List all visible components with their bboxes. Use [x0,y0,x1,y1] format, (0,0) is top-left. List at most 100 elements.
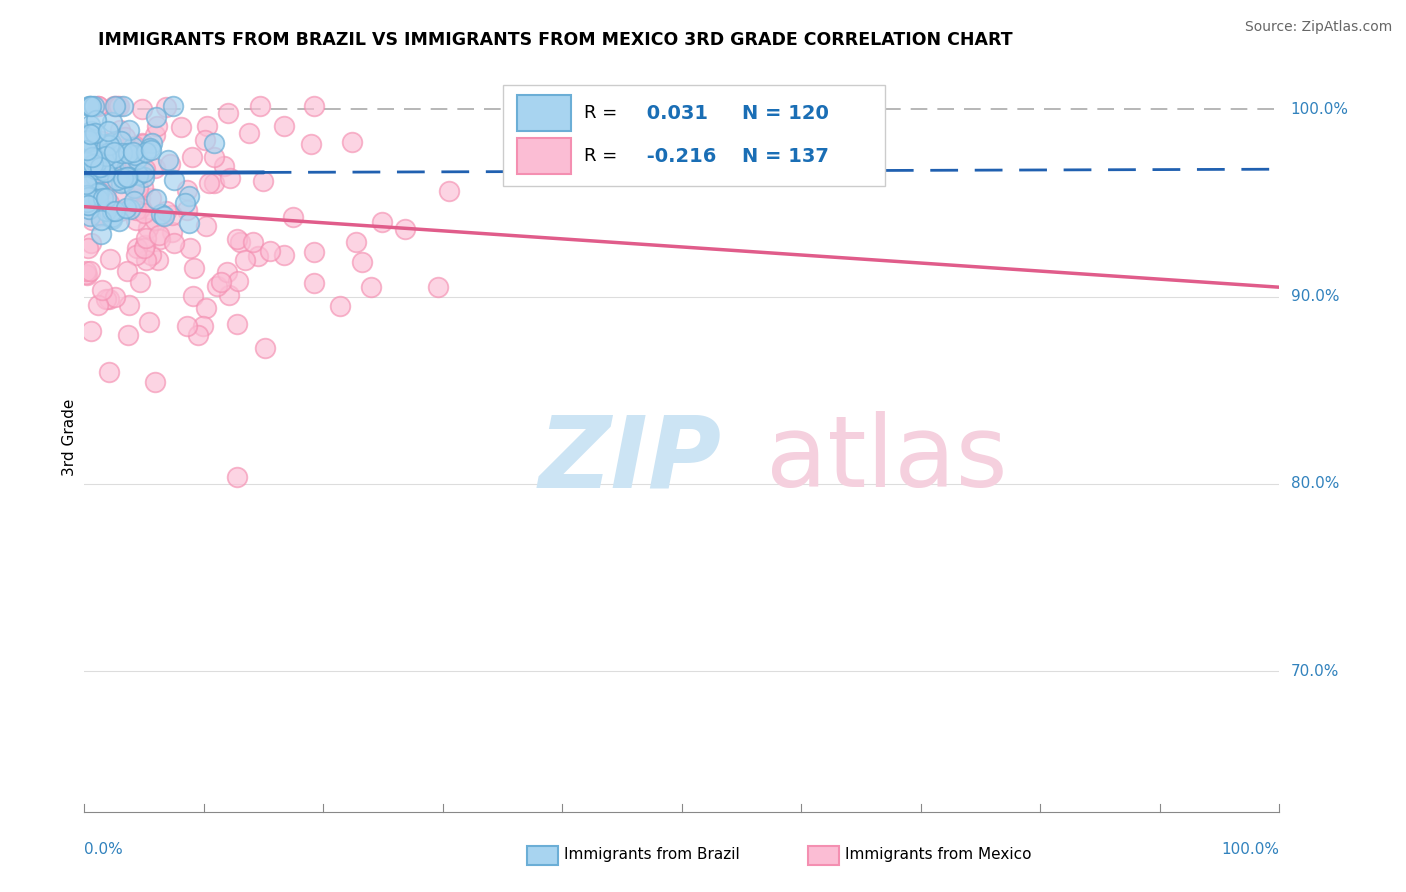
Point [86,192,108,206]
Point [302,98,325,112]
Point [103,98,125,112]
Point [127,181,149,195]
Point [439,185,461,199]
Point [139,248,162,262]
Point [215,265,238,279]
Point [148,252,170,267]
Point [118,297,141,311]
Point [104,98,127,112]
Point [136,221,159,235]
Text: Immigrants from Mexico: Immigrants from Mexico [845,847,1032,862]
Point [183,261,205,276]
Point [76,242,98,256]
Point [75,178,97,192]
Point [115,169,138,184]
Text: N = 120: N = 120 [742,103,828,123]
Point [94,146,117,161]
Point [83,99,105,113]
Point [84,161,107,176]
Point [145,376,167,390]
Point [100,203,122,218]
Point [122,145,145,159]
Point [75,143,97,157]
Point [371,215,394,229]
Text: N = 137: N = 137 [742,146,828,166]
Point [77,198,100,212]
Point [138,315,160,329]
Point [218,288,240,302]
Point [90,160,112,174]
Point [101,115,124,129]
Point [238,126,260,140]
Point [79,156,101,170]
Point [89,160,111,174]
Point [124,248,146,262]
Point [103,151,125,165]
Point [273,248,295,262]
Point [93,209,115,223]
FancyBboxPatch shape [503,85,886,186]
Point [84,151,107,165]
Point [94,136,117,151]
Point [202,150,225,164]
Point [155,100,177,114]
Point [98,252,121,266]
Text: 0.031: 0.031 [640,103,709,123]
Point [79,98,101,112]
Point [179,241,201,255]
Point [143,213,166,227]
Point [84,159,107,173]
Point [149,232,172,246]
Point [101,160,124,174]
Point [75,134,97,148]
Point [344,235,367,249]
Point [163,236,186,251]
Point [98,364,121,378]
Point [299,136,322,151]
Point [80,324,103,338]
Point [107,98,129,112]
Point [94,149,117,163]
Point [191,318,214,333]
Point [97,196,120,211]
Point [79,167,101,181]
Point [110,135,132,149]
Point [76,179,98,194]
Point [129,201,152,215]
Point [75,268,97,282]
Point [117,146,139,161]
Point [141,136,163,150]
FancyBboxPatch shape [517,138,571,174]
Point [121,140,143,154]
Point [228,274,250,288]
Point [83,169,105,183]
Point [205,278,228,293]
Point [87,185,110,199]
Point [76,195,98,210]
Point [75,162,97,177]
Point [217,106,239,120]
Point [124,148,146,162]
Point [139,143,162,157]
Point [340,135,363,149]
Point [117,123,139,137]
Point [75,193,97,207]
Point [90,134,112,148]
Point [127,199,149,213]
Text: 100.0%: 100.0% [1291,102,1348,117]
Point [76,268,98,283]
Point [198,176,221,190]
Point [132,137,155,152]
Point [209,275,232,289]
Point [82,150,104,164]
Point [176,319,198,334]
Text: Immigrants from Brazil: Immigrants from Brazil [564,847,740,862]
Point [77,198,100,212]
Point [394,222,416,236]
Point [169,120,191,135]
Text: R =: R = [583,147,617,165]
Point [134,161,156,176]
Point [103,204,125,219]
Point [139,191,162,205]
Point [84,135,107,149]
